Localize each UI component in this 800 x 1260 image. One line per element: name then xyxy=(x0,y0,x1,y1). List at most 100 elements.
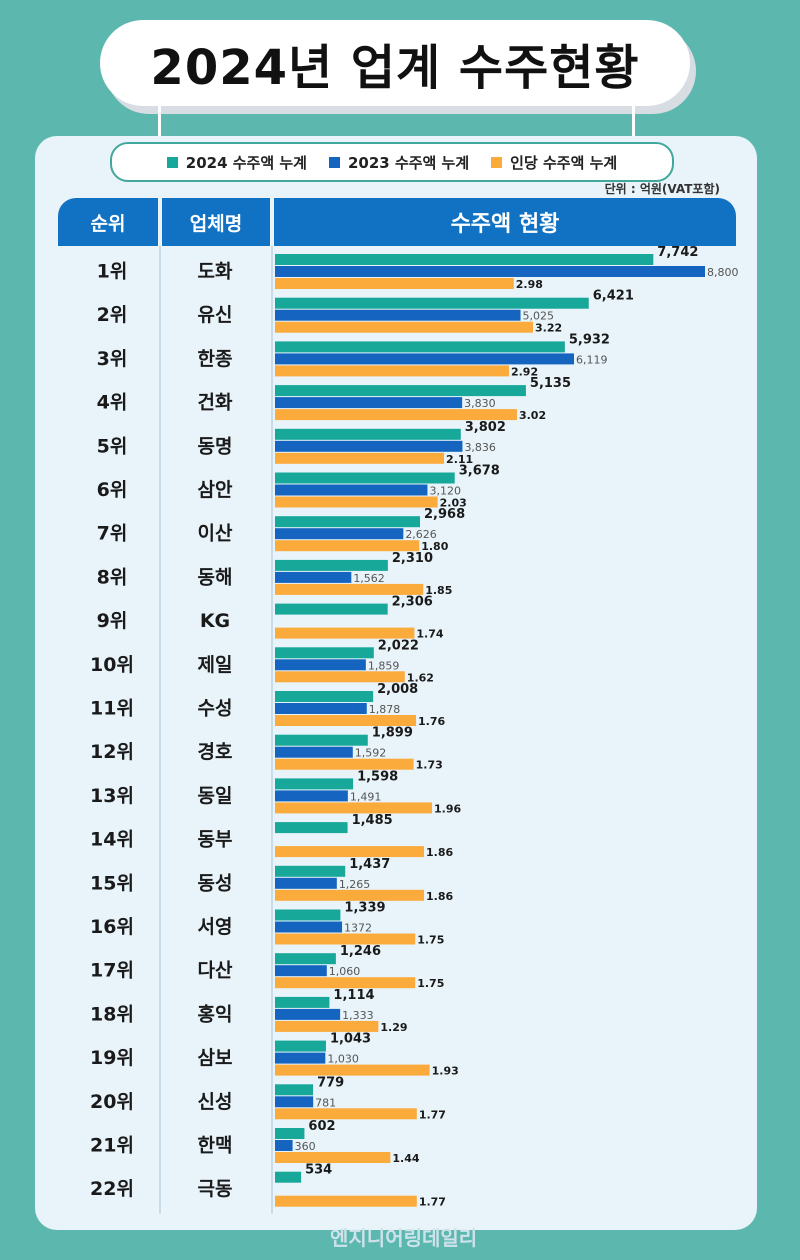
bar-2023 xyxy=(275,746,353,758)
bar-2023 xyxy=(275,309,521,321)
legend-label-2023: 2023 수주액 누계 xyxy=(347,153,470,172)
bar-per-person xyxy=(275,540,420,552)
bar-per-person xyxy=(275,1195,417,1207)
bar-per-person xyxy=(275,846,425,858)
column-divider-2 xyxy=(271,246,273,1214)
legend-swatch-per-person xyxy=(491,156,503,168)
bar-per-person xyxy=(275,802,433,814)
bar-2023 xyxy=(275,1096,314,1108)
bar-2024 xyxy=(275,778,354,790)
data-label-2024: 2,310 xyxy=(392,551,433,566)
bar-2024 xyxy=(275,1040,326,1052)
data-label-2024: 3,802 xyxy=(465,420,506,435)
data-label-per-person: 1.73 xyxy=(416,759,443,772)
company-label: 도화 xyxy=(198,261,233,283)
legend-item-2023: 2023 수주액 누계 xyxy=(328,152,470,173)
company-label: 동일 xyxy=(198,785,233,807)
data-label-per-person: 2.98 xyxy=(516,278,543,291)
data-label-per-person: 1.29 xyxy=(380,1021,407,1034)
watermark: 엔지니어링데일리 xyxy=(330,1226,478,1250)
data-label-per-person: 1.86 xyxy=(426,890,453,903)
data-label-2023: 1,491 xyxy=(350,790,382,803)
rank-label: 8위 xyxy=(97,566,128,588)
legend: 2024 수주액 누계 2023 수주액 누계 인당 수주액 누계 xyxy=(110,142,674,182)
company-label: 제일 xyxy=(198,654,233,676)
banner-hanger-right xyxy=(632,104,635,136)
rank-label: 9위 xyxy=(97,610,128,632)
legend-label-2024: 2024 수주액 누계 xyxy=(185,153,307,172)
bar-2023 xyxy=(275,353,574,365)
bar-per-person xyxy=(275,1020,379,1032)
data-label-2024: 2,022 xyxy=(378,638,419,653)
data-label-2024: 779 xyxy=(317,1075,344,1090)
company-label: 서영 xyxy=(198,916,233,938)
bar-2024 xyxy=(275,996,330,1008)
bar-2023 xyxy=(275,790,348,802)
bar-2024 xyxy=(275,1171,302,1183)
company-label: 경호 xyxy=(198,741,233,763)
data-label-2024: 5,932 xyxy=(569,332,610,347)
rank-label: 1위 xyxy=(97,261,128,283)
data-label-2023: 1,562 xyxy=(353,572,385,585)
bar-per-person xyxy=(275,977,416,989)
data-label-2024: 2,008 xyxy=(377,682,418,697)
bar-2024 xyxy=(275,472,455,484)
legend-label-per-person: 인당 수주액 누계 xyxy=(510,153,618,172)
data-label-2023: 1372 xyxy=(344,922,372,935)
bar-2023 xyxy=(275,965,327,977)
data-label-2024: 6,421 xyxy=(593,289,634,304)
bar-2023 xyxy=(275,528,404,540)
rank-label: 17위 xyxy=(90,960,134,982)
data-label-per-person: 1.96 xyxy=(434,802,461,815)
rank-label: 5위 xyxy=(97,435,128,457)
company-label: 수성 xyxy=(198,698,233,720)
bar-2023 xyxy=(275,877,337,889)
data-label-2024: 2,968 xyxy=(424,507,465,522)
company-label: 동부 xyxy=(198,829,233,851)
data-label-2024: 1,043 xyxy=(330,1032,371,1047)
data-label-2023: 3,836 xyxy=(464,441,496,454)
company-label: 한종 xyxy=(198,348,233,370)
data-label-2024: 1,437 xyxy=(349,857,390,872)
data-label-2024: 1,598 xyxy=(357,769,398,784)
data-label-per-person: 1.85 xyxy=(425,584,452,597)
data-label-2023: 8,800 xyxy=(707,266,739,279)
rank-label: 21위 xyxy=(90,1135,134,1157)
data-label-per-person: 1.86 xyxy=(426,846,453,859)
header-amount: 수주액 현황 xyxy=(274,198,736,246)
rank-label: 7위 xyxy=(97,523,128,545)
data-label-per-person: 2.92 xyxy=(511,365,538,378)
rank-label: 16위 xyxy=(90,916,134,938)
data-label-per-person: 1.80 xyxy=(421,540,448,553)
data-label-2023: 5,025 xyxy=(523,310,555,323)
data-label-2024: 1,114 xyxy=(333,988,374,1003)
company-label: 홍익 xyxy=(198,1002,233,1025)
bar-per-person xyxy=(275,889,425,901)
bar-2024 xyxy=(275,559,388,571)
bar-2024 xyxy=(275,734,368,746)
rank-label: 19위 xyxy=(90,1047,134,1069)
rank-label: 3위 xyxy=(97,348,128,370)
data-label-2023: 1,030 xyxy=(327,1053,359,1066)
data-label-per-person: 3.22 xyxy=(535,322,562,335)
rank-label: 12위 xyxy=(90,741,134,763)
data-label-2024: 1,246 xyxy=(340,944,381,959)
bar-2024 xyxy=(275,691,374,702)
company-label: 극동 xyxy=(198,1178,233,1200)
data-label-2024: 3,678 xyxy=(459,464,500,479)
bar-per-person xyxy=(275,758,414,770)
bar-per-person xyxy=(275,933,416,945)
page-title: 2024년 업계 수주현황 xyxy=(150,40,640,96)
rank-label: 2위 xyxy=(97,304,128,326)
bar-2023 xyxy=(275,1008,341,1020)
legend-item-per-person: 인당 수주액 누계 xyxy=(491,152,617,173)
rank-label: 20위 xyxy=(90,1091,134,1113)
bar-2024 xyxy=(275,516,421,528)
company-label: 신성 xyxy=(198,1091,233,1113)
data-label-per-person: 1.62 xyxy=(407,671,434,684)
bar-2023 xyxy=(275,266,705,277)
bar-per-person xyxy=(275,627,415,639)
bar-2024 xyxy=(275,1128,305,1139)
bar-per-person xyxy=(275,409,517,421)
data-label-2024: 7,742 xyxy=(657,245,698,260)
